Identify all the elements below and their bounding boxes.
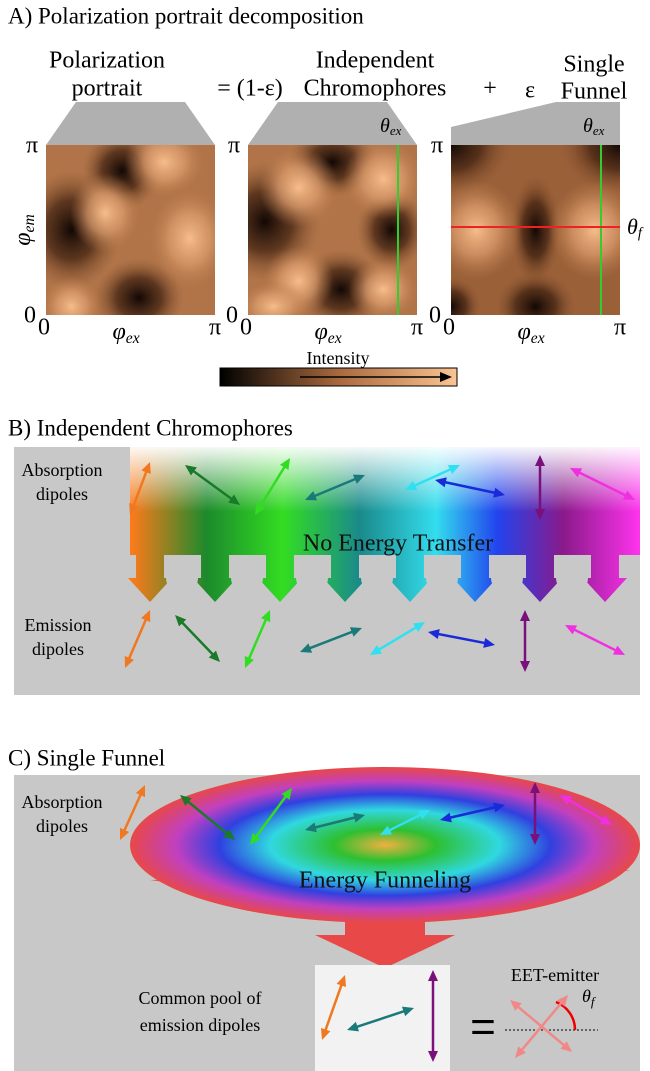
marker-label: θf (627, 214, 644, 242)
operator: = (1-ε) (217, 76, 283, 102)
intensity-region (41, 277, 101, 337)
subscript: ex (328, 330, 342, 347)
subscript: f (638, 226, 644, 242)
intensity-region (259, 148, 339, 228)
panel-title: B) Independent Chromophores (8, 415, 293, 440)
symbol: θ (583, 115, 593, 137)
symbol: φ (518, 319, 531, 345)
portrait (210, 127, 427, 332)
scallop (426, 562, 458, 594)
tick-label: 0 (226, 303, 238, 329)
symbol: φ (113, 319, 126, 345)
term-label: Chromophores (304, 76, 447, 102)
operator: ε (525, 78, 535, 104)
tick-label: π (614, 315, 626, 341)
tick-label: 0 (429, 303, 441, 329)
symbol: φ (315, 319, 328, 345)
symbol: θ (627, 214, 638, 239)
portraits: π00πφexπ00πφexθexπ00πφexθexθfφem (10, 95, 650, 347)
tick-label: π (431, 133, 443, 159)
label: emission dipoles (140, 1015, 261, 1035)
tick-label: 0 (24, 303, 36, 329)
portrait-header (46, 102, 215, 145)
term-label: Single (563, 52, 624, 78)
label: Common pool of (138, 988, 261, 1008)
axis-label: φex (315, 319, 342, 347)
scallop (361, 562, 393, 594)
term-label: Funnel (561, 79, 628, 105)
scallop (556, 562, 588, 594)
subscript: ex (593, 123, 605, 138)
intensity-region (150, 189, 230, 289)
intensity-region (348, 260, 418, 320)
scallop (296, 562, 328, 594)
tick-label: 0 (443, 315, 455, 341)
tick-label: π (411, 315, 423, 341)
subscript: ex (531, 330, 545, 347)
portrait (21, 127, 229, 338)
emitter-label: EET-emitter (511, 965, 599, 985)
equals: = (470, 1003, 496, 1052)
scallop (231, 562, 263, 594)
figure: A) Polarization portrait decomposition P… (0, 0, 650, 1071)
symbol: φ (10, 232, 36, 245)
symbol: θ (582, 986, 591, 1006)
band-label: No Energy Transfer (303, 531, 493, 557)
axis-label: φex (113, 319, 140, 347)
funnel-label: Energy Funneling (299, 868, 471, 894)
axis-label: φem (10, 214, 38, 245)
label: dipoles (36, 484, 88, 504)
term-label: Independent (316, 48, 435, 74)
scallop (491, 562, 523, 594)
intensity-region (431, 180, 521, 280)
panel-title: A) Polarization portrait decomposition (8, 3, 364, 28)
colorbar-label: Intensity (307, 348, 370, 368)
intensity-region (70, 173, 140, 253)
subscript: ex (390, 123, 402, 138)
subscript: ex (126, 330, 140, 347)
tick-label: π (26, 133, 38, 159)
axis-label: φex (518, 319, 545, 347)
tick-label: π (228, 133, 240, 159)
symbol: θ (380, 115, 390, 137)
intensity-region (343, 139, 423, 219)
label: Absorption (22, 460, 103, 480)
funnel (130, 767, 640, 923)
operator: + (483, 76, 497, 102)
transfer-band (128, 447, 640, 602)
subscript: em (21, 214, 38, 232)
tick-label: π (209, 315, 221, 341)
term-label: portrait (72, 76, 143, 102)
tick-label: 0 (38, 315, 50, 341)
tick-label: 0 (240, 315, 252, 341)
label: Absorption (22, 792, 103, 812)
term-label: Polarization (49, 48, 165, 74)
label: Emission (24, 615, 91, 635)
scallop (166, 562, 198, 594)
panel-title: C) Single Funnel (8, 745, 165, 770)
label: dipoles (32, 639, 84, 659)
label: dipoles (36, 816, 88, 836)
